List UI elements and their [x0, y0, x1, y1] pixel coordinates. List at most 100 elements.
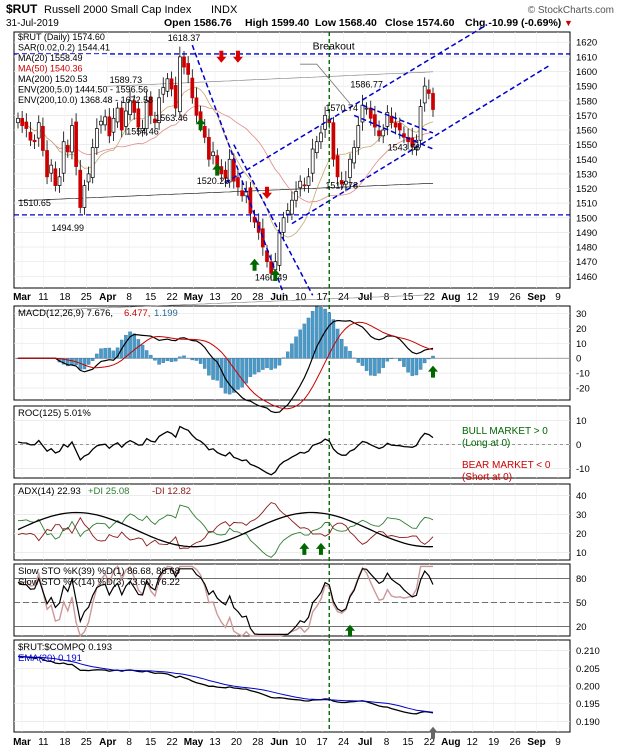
price-legend-item: SAR(0.02,0.2) 1544.41	[18, 43, 110, 53]
y-tick-ratio: 0.200	[576, 682, 600, 693]
x-tick-top: 22	[424, 292, 436, 303]
candle	[282, 218, 285, 233]
x-tick-top: 9	[555, 292, 561, 303]
x-tick-bottom: 28	[252, 737, 264, 748]
y-tick-adx: 40	[576, 491, 587, 502]
close-value: Close 1574.60	[385, 17, 455, 29]
y-tick-price: 1610	[576, 52, 597, 63]
x-tick-top: Mar	[13, 292, 31, 303]
candle	[183, 57, 186, 67]
roc-legend: ROC(125) 5.01%	[18, 408, 91, 419]
y-tick-macd: 20	[576, 324, 587, 335]
candle	[50, 165, 53, 173]
candle	[207, 137, 210, 159]
y-tick-macd: -10	[576, 369, 590, 380]
sto14-legend: Slow STO %K(14) %D(3) 73.60, 76.22	[18, 577, 180, 588]
macd-histogram-bar	[158, 358, 161, 364]
macd-histogram-bar	[174, 358, 177, 361]
macd-histogram-bar	[108, 348, 111, 358]
candle	[95, 129, 98, 148]
x-tick-bottom: Apr	[99, 737, 116, 748]
candle	[58, 177, 61, 186]
macd-histogram-bar	[307, 318, 310, 358]
y-tick-price: 1560	[576, 126, 597, 137]
candle	[365, 108, 368, 109]
candle	[41, 126, 44, 150]
macd-histogram-bar	[149, 355, 152, 358]
price-legend-item: MA(20) 1558.49	[18, 53, 83, 63]
candle	[116, 108, 119, 122]
macd-histogram-bar	[91, 358, 94, 361]
price-label: 1586.77	[350, 80, 383, 90]
y-tick-macd: 30	[576, 309, 587, 320]
candle	[46, 150, 49, 176]
x-tick-bottom: 12	[467, 737, 479, 748]
open-value: Open 1586.76	[164, 17, 232, 29]
x-tick-top: 24	[338, 292, 350, 303]
x-tick-top: 18	[59, 292, 71, 303]
candle	[349, 159, 352, 177]
bear-note: BEAR MARKET < 0	[462, 460, 551, 471]
macd-histogram-bar	[253, 358, 256, 374]
x-tick-bottom: Aug	[441, 737, 460, 748]
macd-histogram-bar	[415, 358, 418, 375]
macd-histogram-bar	[431, 356, 434, 358]
macd-histogram-bar	[377, 358, 380, 373]
macd-histogram-bar	[299, 330, 302, 358]
macd-histogram-bar	[211, 358, 214, 379]
candle	[382, 130, 385, 136]
macd-histogram-bar	[427, 358, 430, 359]
candle	[100, 121, 103, 125]
macd-histogram-bar	[249, 358, 252, 377]
candle	[336, 156, 339, 177]
y-tick-adx: 30	[576, 510, 587, 521]
ratio-ema-legend: EMA(20) 0.191	[18, 653, 82, 664]
candle	[162, 88, 165, 95]
macd-histogram-bar	[311, 311, 314, 358]
macd-legend-hist: 1.199	[154, 308, 178, 319]
x-tick-bottom: 13	[209, 737, 221, 748]
bull-note: BULL MARKET > 0	[462, 426, 548, 437]
macd-histogram-bar	[191, 358, 194, 360]
macd-histogram-bar	[99, 349, 102, 359]
candle	[37, 123, 40, 138]
ratio-legend: $RUT:$COMPQ 0.193	[18, 642, 112, 653]
x-tick-top: Sep	[527, 292, 545, 303]
x-tick-bottom: 11	[38, 737, 49, 748]
index-name: Russell 2000 Small Cap Index	[44, 4, 192, 16]
x-tick-top: 19	[488, 292, 500, 303]
bull-note-2: (Long at 0)	[462, 438, 510, 449]
x-tick-bottom: 24	[338, 737, 350, 748]
macd-histogram-bar	[319, 307, 322, 358]
y-tick-price: 1540	[576, 155, 597, 166]
macd-histogram-bar	[153, 358, 156, 360]
macd-histogram-bar	[261, 358, 264, 369]
macd-histogram-bar	[232, 358, 235, 392]
candle	[432, 93, 435, 109]
x-tick-bottom: May	[184, 737, 204, 748]
candle	[66, 145, 69, 152]
candle	[120, 108, 123, 130]
x-tick-bottom: 26	[510, 737, 522, 748]
candle	[87, 174, 90, 182]
candle	[62, 142, 65, 173]
macd-legend-signal: 6.477,	[124, 308, 150, 319]
candle	[166, 79, 169, 91]
macd-histogram-bar	[162, 358, 165, 363]
x-tick-bottom: 17	[317, 737, 329, 748]
x-tick-bottom: Mar	[13, 737, 31, 748]
candle	[261, 229, 264, 247]
macd-histogram-bar	[390, 358, 393, 359]
macd-histogram-bar	[265, 358, 268, 368]
y-tick-sto: 80	[576, 574, 587, 585]
x-tick-top: Apr	[99, 292, 116, 303]
y-tick-price: 1550	[576, 140, 597, 151]
price-legend-item: ENV(200,10.0) 1368.48 - 1672.58	[18, 95, 153, 105]
candle	[25, 122, 28, 129]
macd-histogram-bar	[386, 358, 389, 361]
macd-histogram-bar	[361, 358, 364, 365]
candle	[187, 63, 190, 74]
chart-date: 31-Jul-2019	[6, 18, 59, 29]
candle	[353, 148, 356, 163]
